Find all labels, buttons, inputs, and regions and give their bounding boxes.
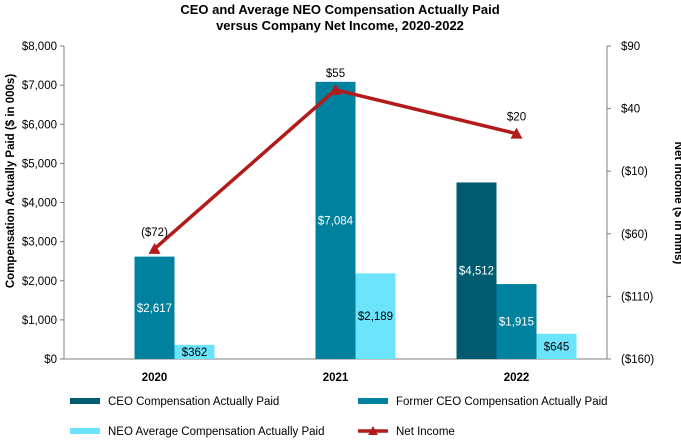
y-tick-label-7: $7,000 — [22, 80, 57, 92]
bar-former-ceo-compensation-actually-paid-2021 — [315, 81, 356, 359]
chart-title-line1: CEO and Average NEO Compensation Actuall… — [180, 2, 499, 17]
net-income-label-2021: $55 — [326, 68, 345, 80]
legend-label-ceo-compensation-actually-paid: CEO Compensation Actually Paid — [108, 396, 279, 408]
legend: CEO Compensation Actually Paid Former CEO… — [70, 396, 608, 438]
x-category-label-2021: 2021 — [323, 372, 349, 384]
y-tick-label-1: $1,000 — [22, 315, 57, 327]
bar-neo-average-compensation-actually-paid-2021 — [355, 273, 396, 359]
bar-former-ceo-compensation-actually-paid-2020 — [134, 256, 175, 359]
bar-data-label-2022: $645 — [544, 341, 570, 353]
y-tick-label-6: $6,000 — [22, 119, 57, 131]
bar-data-label-2020: $2,617 — [137, 303, 172, 315]
legend-marker-net-income — [368, 426, 378, 435]
legend-label-neo-average-compensation-actually-paid: NEO Average Compensation Actually Paid — [108, 426, 325, 438]
legend-swatch-former-ceo-compensation-actually-paid — [358, 398, 388, 404]
net-income-marker-2020 — [148, 242, 161, 254]
net-income-label-2020: ($72) — [141, 227, 168, 239]
y-tick-label-2: $2,000 — [22, 276, 57, 288]
bar-former-ceo-compensation-actually-paid-2022 — [496, 284, 537, 359]
bar-data-label-2022: $1,915 — [499, 317, 534, 329]
y-tick-label-8: $8,000 — [22, 41, 57, 53]
legend-swatch-ceo-compensation-actually-paid — [70, 398, 100, 404]
net-income-marker-2022 — [510, 127, 523, 139]
y-tick-label-3: $3,000 — [22, 237, 57, 249]
y-tick-label-4: $4,000 — [22, 198, 57, 210]
x-category-label-2022: 2022 — [504, 372, 530, 384]
net-income-label-2022: $20 — [507, 112, 526, 124]
y2-tick-label-2: ($60) — [621, 229, 648, 241]
y2-tick-label-1: ($110) — [621, 291, 654, 303]
legend-label-net-income: Net Income — [396, 426, 455, 438]
bar-neo-average-compensation-actually-paid-2022 — [536, 333, 577, 359]
bar-data-label-2021: $7,084 — [318, 215, 354, 227]
y-tick-label-0: $0 — [44, 354, 57, 366]
bar-neo-average-compensation-actually-paid-2020 — [174, 344, 215, 359]
bar-data-label-2022: $4,512 — [459, 266, 494, 278]
y2-tick-label-4: $40 — [621, 104, 640, 116]
bar-data-label-2020: $362 — [182, 347, 208, 359]
y-axis-title: Compensation Actually Paid ($ in 000s) — [5, 74, 17, 288]
legend-swatch-neo-average-compensation-actually-paid — [70, 428, 100, 434]
y2-axis-title: Net Income ($ in mms) — [672, 142, 681, 265]
plot-area: $0 $1,000 $2,000 $3,000 $4,000 $5,000 $6,000 $7… — [22, 41, 655, 384]
bar-data-label-2021: $2,189 — [358, 311, 393, 323]
bar-ceo-compensation-actually-paid-2022 — [456, 182, 497, 359]
y-tick-label-5: $5,000 — [22, 158, 57, 170]
x-category-label-2020: 2020 — [142, 372, 168, 384]
net-income-marker-2021 — [329, 83, 342, 95]
y2-tick-label-5: $90 — [621, 41, 640, 53]
legend-label-former-ceo-compensation-actually-paid: Former CEO Compensation Actually Paid — [396, 396, 608, 408]
chart-title-line2: versus Company Net Income, 2020-2022 — [216, 18, 464, 33]
y2-tick-label-0: ($160) — [621, 354, 654, 366]
y2-tick-label-3: ($10) — [621, 166, 648, 178]
